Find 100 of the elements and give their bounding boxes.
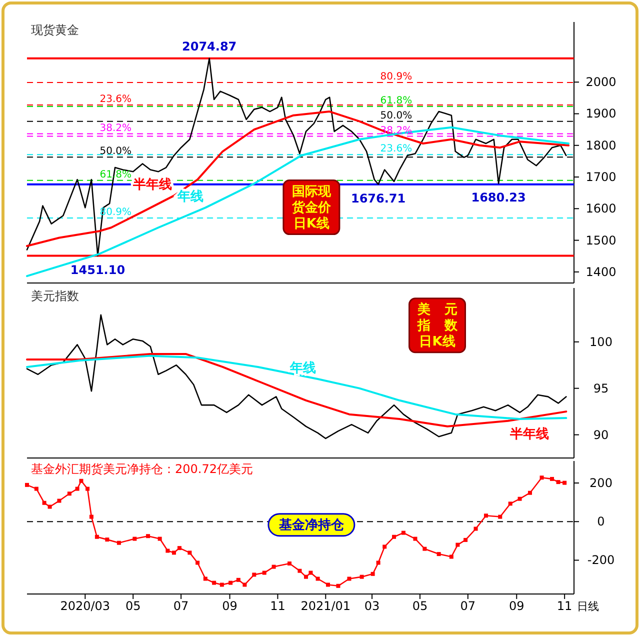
- y-tick-label: 200: [590, 476, 612, 490]
- point: [326, 582, 330, 587]
- point: [550, 476, 554, 481]
- point: [252, 572, 256, 577]
- point: [86, 486, 90, 491]
- y-tick-label: 0: [597, 514, 605, 529]
- y-tick-label: 90: [593, 428, 609, 442]
- y-tick-label: 100: [590, 334, 612, 349]
- y-tick-label: 1900: [586, 106, 616, 121]
- y-tick-label: -200: [587, 553, 615, 568]
- annotation: 1676.71: [350, 191, 406, 206]
- point: [172, 550, 176, 555]
- x-tick-label: 2020/03: [60, 599, 110, 613]
- annotation: 2074.87: [182, 39, 237, 54]
- annotation: 美元指数日K线: [416, 301, 472, 350]
- annotation: 23.6%: [380, 144, 412, 155]
- x-tick-label: 07: [173, 599, 189, 613]
- annotation: 80.9%: [380, 71, 412, 82]
- point: [132, 536, 137, 541]
- chart-title: 美元指数: [31, 289, 79, 303]
- point: [449, 554, 454, 559]
- point: [158, 536, 162, 541]
- x-tick-label: 2021/01: [300, 599, 351, 613]
- annotation: 1680.23: [471, 190, 526, 204]
- point: [518, 496, 522, 501]
- annotation: 基金净持仓: [278, 518, 345, 533]
- point: [308, 570, 313, 575]
- x-tick-label: 05: [125, 599, 141, 613]
- y-tick-label: 2000: [586, 75, 616, 90]
- point: [370, 572, 375, 576]
- y-tick-label: 1600: [586, 202, 616, 216]
- point: [146, 534, 150, 538]
- point: [228, 580, 233, 585]
- x-tick-label: 05: [412, 599, 428, 613]
- text: 日线: [577, 600, 599, 613]
- series-label: 年线: [176, 190, 204, 205]
- point: [177, 546, 182, 550]
- point: [498, 514, 502, 519]
- annotation: 50.0%: [380, 110, 412, 122]
- point: [347, 576, 352, 581]
- point: [474, 526, 478, 531]
- point: [562, 480, 567, 485]
- point: [528, 490, 532, 495]
- point: [203, 576, 208, 581]
- x-tick-label: 09: [508, 599, 524, 613]
- y-tick-label: 1800: [586, 138, 616, 152]
- annotation: 38.2%: [100, 122, 132, 134]
- point: [94, 534, 99, 539]
- point: [34, 486, 38, 491]
- chart-title: 基金外汇期货美元净持仓：200.72亿美元: [31, 462, 253, 476]
- y-tick-label: 1400: [586, 264, 616, 279]
- point: [508, 502, 512, 506]
- x-tick-label: 11: [556, 599, 572, 613]
- point: [304, 574, 308, 579]
- y-tick-label: 1700: [586, 170, 616, 184]
- point: [262, 570, 266, 575]
- point: [25, 482, 29, 487]
- point: [166, 548, 170, 553]
- point: [79, 478, 84, 483]
- point: [382, 544, 387, 549]
- point: [401, 530, 406, 535]
- x-tick-label: 09: [222, 599, 238, 613]
- point: [287, 562, 292, 566]
- y-tick-label: 1500: [586, 233, 616, 248]
- chart-title: 现货黄金: [31, 23, 79, 37]
- annotation: 国际现货金价日K线: [290, 184, 332, 232]
- point: [236, 578, 240, 582]
- point: [242, 582, 247, 587]
- point: [75, 486, 80, 491]
- point: [57, 498, 62, 503]
- annotation: 23.6%: [100, 94, 132, 105]
- point: [42, 500, 46, 505]
- series-label: 半年线: [508, 426, 549, 442]
- point: [48, 504, 52, 509]
- point: [316, 576, 320, 581]
- point: [188, 550, 192, 555]
- point: [336, 584, 340, 588]
- point: [196, 560, 200, 565]
- point: [413, 536, 418, 541]
- x-tick-label: 07: [460, 599, 476, 613]
- point: [67, 492, 72, 496]
- point: [105, 538, 110, 542]
- line-series: [26, 110, 570, 247]
- point: [456, 542, 460, 547]
- point: [484, 514, 488, 518]
- point: [540, 476, 544, 480]
- point: [89, 514, 94, 519]
- series-label: 年线: [288, 361, 316, 376]
- point: [272, 564, 276, 569]
- point: [220, 582, 224, 587]
- point: [376, 560, 380, 565]
- point: [422, 546, 427, 551]
- y-tick-label: 95: [593, 381, 609, 396]
- x-tick-label: 11: [270, 599, 286, 613]
- annotation: 1451.10: [70, 262, 126, 277]
- point: [392, 534, 396, 539]
- x-tick-label: 03: [364, 599, 380, 613]
- point: [116, 540, 121, 545]
- point: [436, 552, 441, 556]
- point: [464, 538, 468, 542]
